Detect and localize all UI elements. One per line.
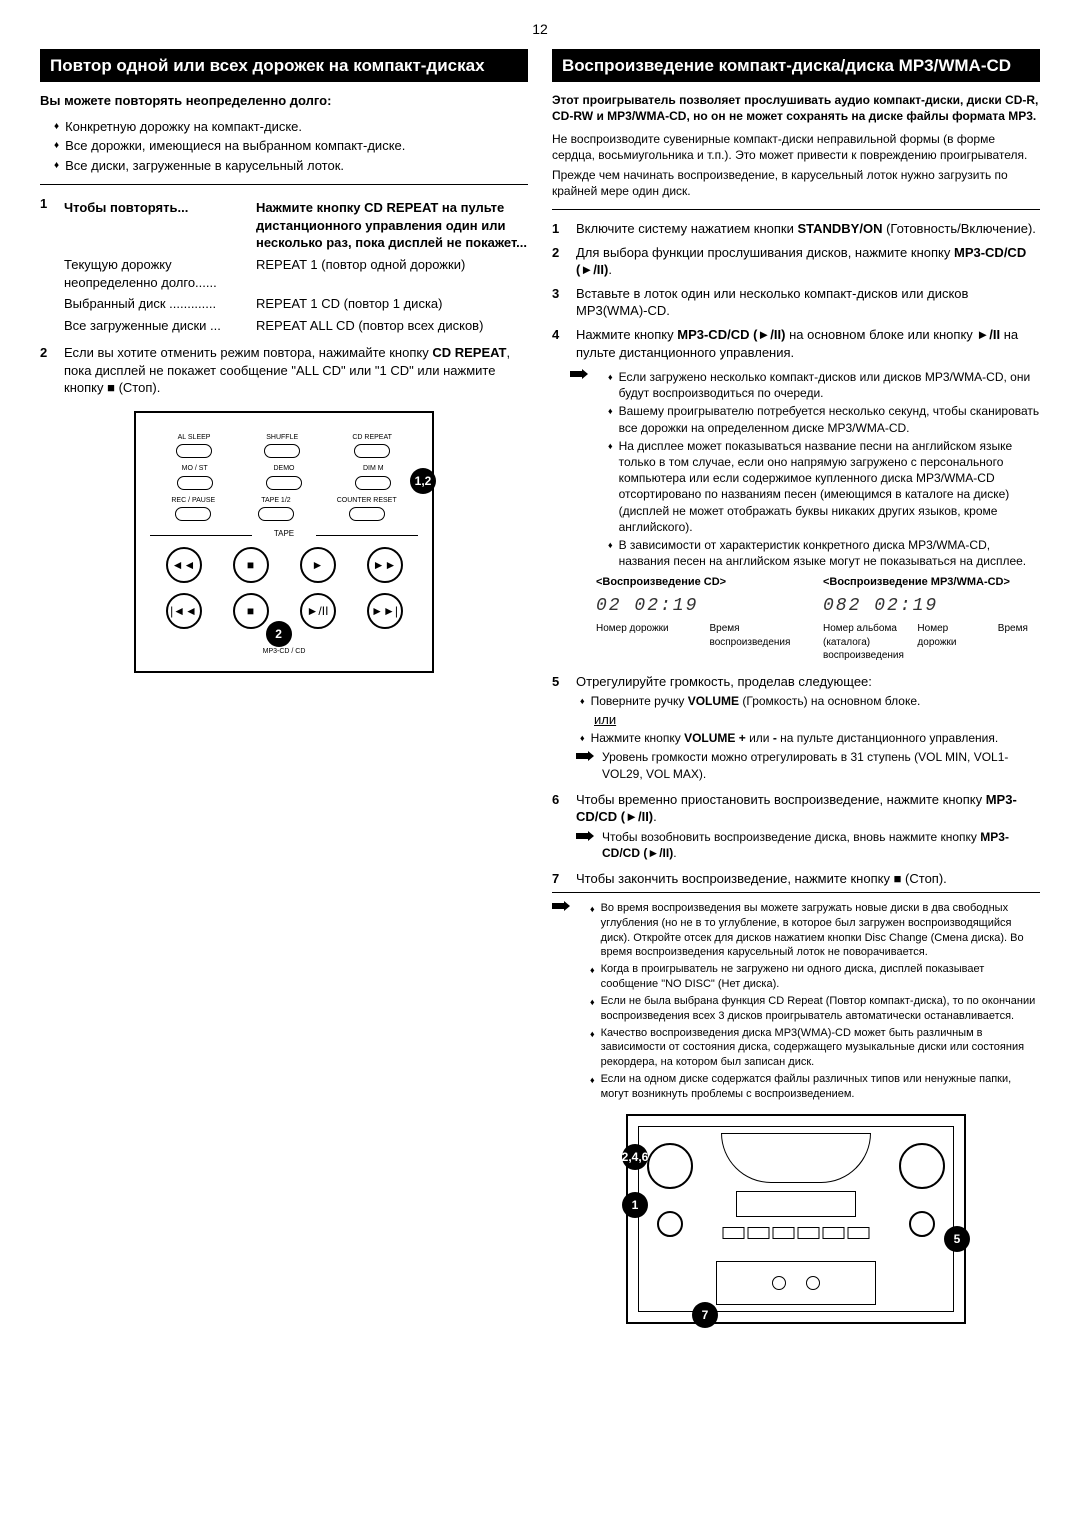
- warning-text: Не воспроизводите сувенирные компакт-дис…: [552, 131, 1040, 163]
- device-display: [736, 1191, 856, 1217]
- step-1: 1 Включите систему нажатием кнопки STAND…: [552, 220, 1040, 238]
- ffwd-icon: ►►: [367, 547, 403, 583]
- play-icon: ►: [300, 547, 336, 583]
- remote-button: [355, 476, 391, 490]
- rewind-icon: ◄◄: [166, 547, 202, 583]
- list-item: Если на одном диске содержатся файлы раз…: [590, 1072, 1040, 1102]
- lcd-readout: 02 02:19: [596, 594, 813, 618]
- remote-button: [264, 444, 300, 458]
- step-4: 4 Нажмите кнопку MP3-CD/CD (►/II) на осн…: [552, 326, 1040, 361]
- step-2: 2 Если вы хотите отменить режим повтора,…: [40, 344, 528, 397]
- left-intro: Вы можете повторять неопределенно долго:: [40, 92, 528, 110]
- play-pause-icon: ►/II: [300, 593, 336, 629]
- tape-divider: TAPE: [150, 529, 418, 541]
- note-arrow-icon: [576, 829, 594, 861]
- knob-icon: [647, 1143, 693, 1189]
- final-notes: Во время воспроизведения вы можете загру…: [552, 899, 1040, 1104]
- remote-button: [354, 444, 390, 458]
- callout-marker: 2,4,6: [622, 1144, 648, 1170]
- callout-marker: 2: [266, 621, 292, 647]
- device-diagram: 2,4,6 1 5 7: [626, 1114, 966, 1324]
- note-arrow-icon: [576, 749, 594, 781]
- right-section-header: Воспроизведение компакт-диска/диска MP3/…: [552, 49, 1040, 82]
- pre-text: Прежде чем начинать воспроизведение, в к…: [552, 167, 1040, 199]
- table-row: Все загруженные диски ... REPEAT ALL CD …: [64, 317, 528, 335]
- divider: [40, 184, 528, 185]
- remote-button: [258, 507, 294, 521]
- remote-button: [266, 476, 302, 490]
- step-3: 3 Вставьте в лоток один или несколько ко…: [552, 285, 1040, 320]
- prev-icon: |◄◄: [166, 593, 202, 629]
- page-number: 12: [40, 20, 1040, 39]
- remote-button: [177, 476, 213, 490]
- disc-tray-icon: [721, 1133, 871, 1183]
- small-knob-icon: [657, 1211, 683, 1237]
- list-item: Конкретную дорожку на компакт-диске.: [54, 118, 528, 136]
- right-column: Воспроизведение компакт-диска/диска MP3/…: [552, 49, 1040, 1324]
- table-row: Выбранный диск ............. REPEAT 1 CD…: [64, 295, 528, 313]
- remote-diagram: AL SLEEP SHUFFLE CD REPEAT MO / ST DEMO …: [134, 411, 434, 673]
- note-block: Если загружено несколько компакт-дисков …: [570, 367, 1040, 667]
- step-number: 1: [40, 195, 56, 338]
- divider: [552, 209, 1040, 210]
- callout-marker: 5: [944, 1226, 970, 1252]
- stop-icon: ■: [107, 380, 115, 395]
- step-6: 6 Чтобы временно приостановить воспроизв…: [552, 791, 1040, 864]
- note-arrow-icon: [570, 367, 588, 667]
- remote-button: [176, 444, 212, 458]
- col-heading: Чтобы повторять...: [64, 199, 244, 252]
- next-icon: ►►|: [367, 593, 403, 629]
- list-item: Вашему проигрывателю потребуется несколь…: [608, 403, 1040, 435]
- list-item: Когда в проигрыватель не загружено ни од…: [590, 962, 1040, 992]
- two-column-layout: Повтор одной или всех дорожек на компакт…: [40, 49, 1040, 1324]
- table-row: Текущую дорожку неопределенно долго.....…: [64, 256, 528, 291]
- note-arrow-icon: [552, 899, 570, 1104]
- remote-button: [349, 507, 385, 521]
- list-item: Качество воспроизведения диска MP3(WMA)-…: [590, 1026, 1040, 1071]
- callout-marker: 1: [622, 1192, 648, 1218]
- left-section-header: Повтор одной или всех дорожек на компакт…: [40, 49, 528, 82]
- step-7: 7 Чтобы закончить воспроизведение, нажми…: [552, 870, 1040, 893]
- callout-marker: 1,2: [410, 468, 436, 494]
- right-intro-bold: Этот проигрыватель позволяет прослушиват…: [552, 92, 1040, 124]
- list-item: Все диски, загруженные в карусельный лот…: [54, 157, 528, 175]
- display-examples: <Воспроизведение CD> 02 02:19 Номер доро…: [596, 575, 1040, 663]
- button-strip: [723, 1227, 870, 1239]
- remote-button: [175, 507, 211, 521]
- list-item: В зависимости от характеристик конкретно…: [608, 537, 1040, 569]
- small-knob-icon: [909, 1211, 935, 1237]
- step-number: 2: [40, 344, 56, 397]
- left-column: Повтор одной или всех дорожек на компакт…: [40, 49, 528, 1324]
- step1-headings: Чтобы повторять... Нажмите кнопку CD REP…: [64, 199, 528, 252]
- stop-icon: ■: [233, 593, 269, 629]
- step-2: 2 Для выбора функции прослушивания диско…: [552, 244, 1040, 279]
- volume-knob-icon: [899, 1143, 945, 1189]
- left-bullets: Конкретную дорожку на компакт-диске. Все…: [54, 118, 528, 175]
- list-item: Если не была выбрана функция CD Repeat (…: [590, 994, 1040, 1024]
- list-item: На дисплее может показываться название п…: [608, 438, 1040, 535]
- list-item: Если загружено несколько компакт-дисков …: [608, 369, 1040, 401]
- col-heading: Нажмите кнопку CD REPEAT на пульте диста…: [256, 199, 528, 252]
- cassette-icon: [716, 1261, 876, 1305]
- list-item: Во время воспроизведения вы можете загру…: [590, 901, 1040, 960]
- stop-icon: ■: [233, 547, 269, 583]
- lcd-readout: 082 02:19: [823, 594, 1040, 618]
- list-item: Все дорожки, имеющиеся на выбранном комп…: [54, 137, 528, 155]
- step-1: 1 Чтобы повторять... Нажмите кнопку CD R…: [40, 195, 528, 338]
- callout-marker: 7: [692, 1302, 718, 1328]
- step-5: 5 Отрегулируйте громкость, проделав след…: [552, 673, 1040, 785]
